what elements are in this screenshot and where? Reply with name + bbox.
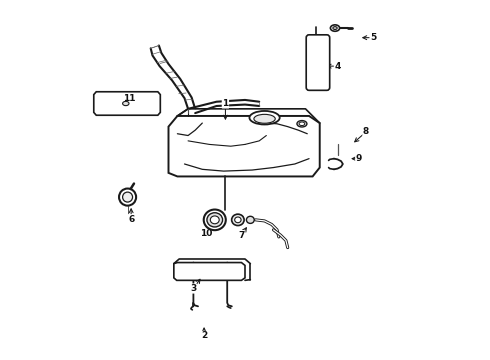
Ellipse shape — [297, 121, 307, 127]
Text: 6: 6 — [128, 215, 134, 224]
Ellipse shape — [299, 122, 305, 126]
FancyBboxPatch shape — [306, 35, 330, 90]
Ellipse shape — [249, 111, 280, 125]
Ellipse shape — [210, 216, 219, 224]
Text: 4: 4 — [334, 62, 341, 71]
Polygon shape — [94, 92, 160, 115]
Text: 2: 2 — [201, 331, 207, 340]
Text: 7: 7 — [238, 231, 245, 240]
Ellipse shape — [246, 216, 254, 224]
Text: 10: 10 — [199, 229, 212, 238]
Text: 3: 3 — [190, 284, 196, 293]
Text: 1: 1 — [222, 99, 228, 108]
Text: 5: 5 — [370, 33, 376, 42]
Text: 9: 9 — [356, 154, 362, 163]
Ellipse shape — [207, 213, 222, 227]
Ellipse shape — [232, 214, 244, 226]
Polygon shape — [174, 262, 245, 280]
Ellipse shape — [254, 114, 275, 123]
Ellipse shape — [235, 217, 241, 223]
Text: 8: 8 — [363, 127, 369, 136]
Ellipse shape — [333, 27, 337, 30]
Ellipse shape — [330, 25, 340, 31]
Polygon shape — [169, 116, 319, 176]
Ellipse shape — [204, 210, 226, 230]
Text: 11: 11 — [123, 94, 136, 103]
Ellipse shape — [119, 189, 136, 206]
Ellipse shape — [122, 192, 133, 202]
Ellipse shape — [122, 102, 129, 105]
